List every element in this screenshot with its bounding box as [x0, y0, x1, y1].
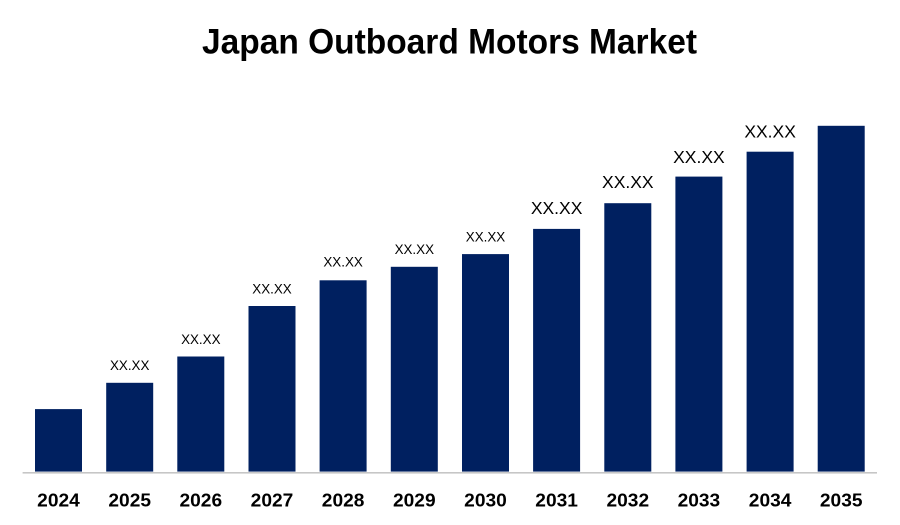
svg-text:2024: 2024	[37, 489, 80, 510]
svg-text:2031: 2031	[535, 489, 578, 510]
svg-text:2034: 2034	[749, 489, 792, 510]
svg-text:2025: 2025	[108, 489, 151, 510]
svg-text:2033: 2033	[678, 489, 721, 510]
svg-text:2028: 2028	[322, 489, 365, 510]
svg-text:XX.XX: XX.XX	[531, 198, 583, 218]
svg-text:XX.XX: XX.XX	[252, 281, 292, 296]
svg-text:XX.XX: XX.XX	[110, 358, 150, 373]
svg-text:2029: 2029	[393, 489, 436, 510]
svg-text:2035: 2035	[820, 489, 863, 510]
svg-text:XX.XX: XX.XX	[181, 332, 221, 347]
svg-text:XX.XX: XX.XX	[395, 242, 435, 257]
svg-text:XX.XX: XX.XX	[466, 230, 506, 245]
svg-text:2027: 2027	[251, 489, 294, 510]
svg-text:XX.XX: XX.XX	[673, 147, 725, 167]
svg-text:Japan Outboard Motors Market: Japan Outboard Motors Market	[202, 22, 697, 62]
svg-text:XX.XX: XX.XX	[744, 121, 796, 141]
svg-text:2026: 2026	[180, 489, 223, 510]
svg-text:2030: 2030	[464, 489, 507, 510]
svg-text:XX.XX: XX.XX	[602, 172, 654, 192]
svg-text:XX.XX: XX.XX	[323, 255, 363, 270]
svg-text:2032: 2032	[607, 489, 650, 510]
